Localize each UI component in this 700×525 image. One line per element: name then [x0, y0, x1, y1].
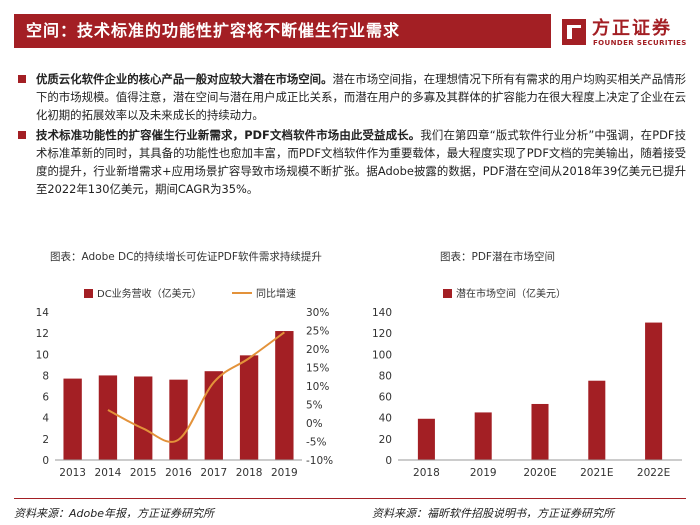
left-figure-title: 图表：Adobe DC的持续增长可佐证PDF软件需求持续提升: [50, 251, 322, 263]
legend-bar-swatch: [84, 289, 93, 298]
bar: [588, 380, 606, 460]
legend-bar-label: DC业务营收（亿美元）: [97, 287, 202, 300]
founder-logo-icon: [562, 19, 586, 45]
bar: [275, 331, 294, 460]
bullet-square-icon: [18, 75, 26, 83]
x-tick-label: 2020E: [523, 467, 556, 479]
x-tick-label: 2019: [470, 467, 497, 479]
founder-logo: 方正证券 FOUNDER SECURITIES: [560, 14, 692, 54]
legend-bar-swatch: [443, 289, 452, 298]
bar: [204, 371, 223, 460]
x-tick-label: 2019: [271, 467, 298, 479]
paragraph-1-body: 潜在市场空间指，在理想情况下所有有需求的用户均购买相关产品情形下的市场规模。值得…: [36, 72, 686, 122]
x-tick-label: 2022E: [637, 467, 670, 479]
y-tick-label: 10: [36, 349, 49, 361]
y-tick-label: 6: [42, 392, 49, 404]
y-tick-label: 14: [36, 307, 50, 319]
paragraph-2-lead: 技术标准功能性的扩容催生行业新需求，PDF文档软件市场由此受益成长。: [36, 128, 421, 142]
left-source: 资料来源：Adobe年报，方正证券研究所: [14, 507, 214, 520]
paragraph-2-body: 我们在第四章“版式软件行业分析”中强调，在PDF技术标准革新的同时，其具备的功能…: [36, 128, 687, 196]
y-tick-label: 12: [36, 328, 49, 340]
y-tick-label: 0: [42, 455, 49, 467]
y2-tick-label: 10%: [306, 381, 329, 393]
y-tick-label: 60: [379, 392, 392, 404]
logo-name-en: FOUNDER SECURITIES: [593, 39, 687, 47]
bar: [98, 375, 118, 460]
y-tick-label: 140: [372, 307, 392, 319]
y2-tick-label: 15%: [306, 363, 329, 375]
y-tick-label: 4: [42, 413, 49, 425]
bar: [169, 379, 188, 460]
y2-tick-label: 5%: [306, 400, 323, 412]
right-figure-title: 图表：PDF潜在市场空间: [440, 251, 555, 263]
legend-line-label: 同比增速: [256, 287, 296, 300]
pdf-market-chart: 潜在市场空间（亿美元） 0 20 40 60 80 100 120 140 2018 2019 202…: [372, 287, 682, 479]
bar: [474, 412, 492, 460]
x-tick-label: 2018: [236, 467, 263, 479]
text-block: 优质云化软件企业的核心产品一般对应较大潜在市场空间。潜在市场空间指，在理想情况下…: [14, 70, 686, 200]
bar: [645, 322, 663, 460]
bar: [239, 355, 259, 460]
y-tick-label: 40: [379, 413, 392, 425]
y-tick-label: 8: [42, 370, 49, 382]
x-tick-label: 2021E: [580, 467, 613, 479]
paragraph-1: 优质云化软件企业的核心产品一般对应较大潜在市场空间。潜在市场空间指，在理想情况下…: [14, 70, 686, 124]
y-tick-label: 120: [372, 328, 392, 340]
y2-tick-label: 30%: [306, 307, 329, 319]
bottom-divider: [14, 498, 686, 499]
x-tick-label: 2014: [95, 467, 122, 479]
y2-tick-label: -5%: [306, 437, 326, 449]
x-tick-label: 2017: [200, 467, 227, 479]
x-tick-label: 2016: [165, 467, 192, 479]
y-tick-label: 0: [385, 455, 392, 467]
x-tick-label: 2015: [130, 467, 157, 479]
logo-name-cn: 方正证券: [592, 18, 672, 39]
right-source: 资料来源：福昕软件招股说明书，方正证券研究所: [372, 507, 614, 520]
y2-tick-label: -10%: [306, 455, 333, 467]
y2-tick-label: 20%: [306, 344, 329, 356]
paragraph-2: 技术标准功能性的扩容催生行业新需求，PDF文档软件市场由此受益成长。我们在第四章…: [14, 126, 686, 198]
bullet-square-icon: [18, 131, 26, 139]
bar: [63, 378, 82, 460]
y2-tick-label: 0%: [306, 418, 323, 430]
x-tick-label: 2018: [413, 467, 440, 479]
header-bar: 空间：技术标准的功能性扩容将不断催生行业需求: [14, 14, 551, 48]
legend-bar-label: 潜在市场空间（亿美元）: [456, 287, 566, 300]
y-tick-label: 2: [42, 434, 49, 446]
bar: [531, 403, 549, 460]
adobe-dc-chart: DC业务营收（亿美元） 同比增速 0 2 4 6 8 10 12 14 -10% -5% 0% 5% 10%…: [36, 287, 334, 479]
bar: [417, 418, 435, 460]
series-line-growth: [107, 331, 285, 443]
paragraph-1-lead: 优质云化软件企业的核心产品一般对应较大潜在市场空间。: [36, 72, 333, 86]
bar: [134, 376, 153, 460]
y-tick-label: 20: [379, 434, 392, 446]
page-title: 空间：技术标准的功能性扩容将不断催生行业需求: [26, 21, 401, 40]
y-tick-label: 100: [372, 349, 392, 361]
y2-tick-label: 25%: [306, 326, 329, 338]
y-tick-label: 80: [379, 370, 392, 382]
x-tick-label: 2013: [59, 467, 86, 479]
